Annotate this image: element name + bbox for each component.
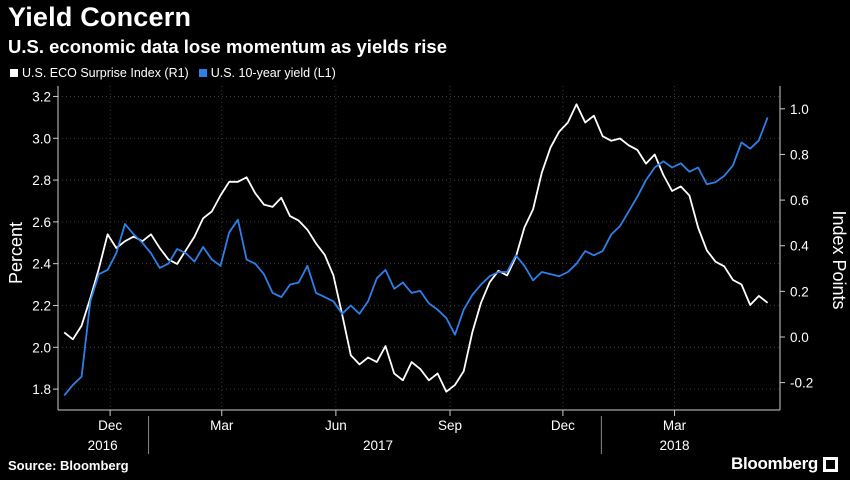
x-axis-year-label: 2017 bbox=[363, 438, 393, 453]
legend-swatch-yield bbox=[198, 69, 207, 77]
x-axis-tick-label: Mar bbox=[210, 418, 234, 433]
legend-item-yield: U.S. 10-year yield (L1) bbox=[198, 66, 336, 80]
legend-label-yield: U.S. 10-year yield (L1) bbox=[210, 66, 336, 80]
x-axis-tick-label: Dec bbox=[551, 418, 575, 433]
brand-text: Bloomberg bbox=[730, 454, 818, 473]
left-axis-tick-label: 3.2 bbox=[32, 89, 51, 104]
eco-surprise-index-line bbox=[63, 103, 769, 393]
legend-swatch-eco bbox=[10, 69, 18, 77]
legend-item-eco: U.S. ECO Surprise Index (R1) bbox=[10, 66, 189, 80]
right-axis-tick-label: 1.0 bbox=[790, 102, 809, 117]
x-axis-tick-label: Sep bbox=[438, 418, 462, 433]
left-axis-tick-label: 2.6 bbox=[32, 215, 51, 230]
x-axis-year-label: 2018 bbox=[660, 438, 690, 453]
left-axis-tick-label: 2.4 bbox=[32, 257, 51, 272]
bloomberg-logo: Bloomberg bbox=[731, 454, 838, 474]
x-axis-tick-label: Jun bbox=[325, 418, 347, 433]
left-axis-tick-label: 2.8 bbox=[32, 173, 51, 188]
left-axis-tick-label: 2.0 bbox=[32, 340, 51, 355]
x-axis-tick-label: Dec bbox=[98, 418, 122, 433]
left-axis-tick-label: 2.2 bbox=[32, 298, 51, 313]
right-axis-tick-label: 0.2 bbox=[790, 284, 809, 299]
x-axis-tick-label: Mar bbox=[663, 418, 687, 433]
right-axis-tick-label: 0.6 bbox=[790, 193, 809, 208]
source-note: Source: Bloomberg bbox=[8, 458, 129, 473]
legend-label-eco: U.S. ECO Surprise Index (R1) bbox=[22, 66, 189, 80]
ten-year-yield-line bbox=[63, 117, 769, 396]
right-axis-tick-label: 0.0 bbox=[790, 330, 809, 345]
right-axis-tick-label: -0.2 bbox=[790, 376, 813, 391]
legend: U.S. ECO Surprise Index (R1) U.S. 10-yea… bbox=[10, 66, 336, 80]
left-axis-title: Percent bbox=[6, 222, 26, 284]
right-axis-title: Index Points bbox=[829, 210, 849, 309]
right-axis-tick-label: 0.4 bbox=[790, 239, 809, 254]
left-axis-tick-label: 3.0 bbox=[32, 131, 51, 146]
bloomberg-mark-icon bbox=[823, 456, 838, 472]
x-axis-year-label: 2016 bbox=[88, 438, 118, 453]
left-axis-tick-label: 1.8 bbox=[32, 382, 51, 397]
chart-subtitle: U.S. economic data lose momentum as yiel… bbox=[8, 36, 448, 57]
right-axis-tick-label: 0.8 bbox=[790, 147, 809, 162]
chart-title: Yield Concern bbox=[8, 2, 192, 32]
